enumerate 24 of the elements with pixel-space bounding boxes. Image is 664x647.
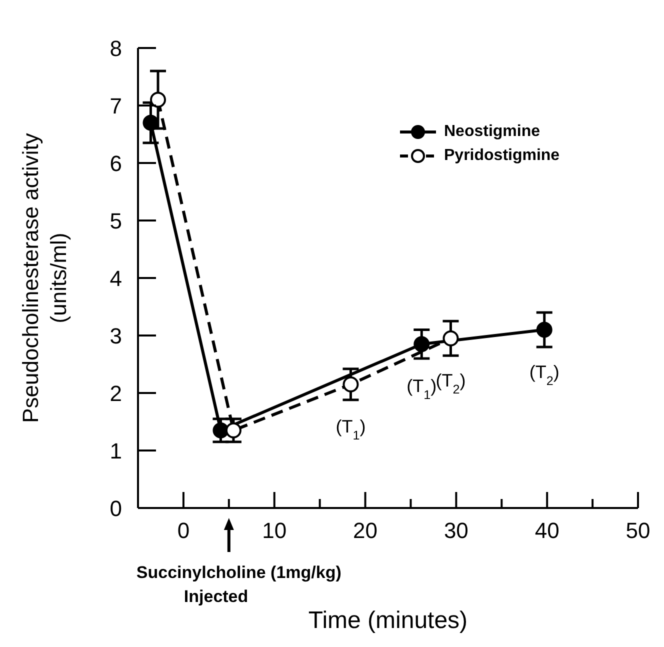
legend-label: Neostigmine [444, 123, 540, 141]
x-tick-label: 10 [262, 518, 287, 543]
annotation: (T$_{1}$) [406, 376, 437, 402]
y-tick-label: 6 [110, 151, 122, 176]
x-axis-title: Time (minutes) [308, 607, 468, 634]
annotation: (T$_{1}$) [336, 416, 366, 442]
x-tick-label: 40 [534, 518, 560, 543]
y-tick-label: 3 [110, 324, 122, 348]
x-tick-label: 0 [177, 518, 190, 543]
x-tick-label: 30 [444, 518, 468, 543]
y-axis-title: Pseudocholinesterase activity (units/ml) [18, 133, 71, 423]
y-tick-label: 8 [110, 36, 122, 61]
x-tick-label: 20 [353, 518, 378, 543]
text: Succinylcholine (1mg/kg) Injected [136, 563, 342, 606]
y-tick-label: 1 [110, 438, 122, 464]
x-tick-label: 50 [626, 518, 650, 543]
y-tick-label: 2 [110, 381, 122, 406]
annotation: (T$_{2}$) [529, 362, 560, 388]
y-tick-label: 4 [110, 266, 122, 291]
y-tick-label: 5 [110, 208, 122, 234]
y-tick-label: 0 [110, 496, 122, 521]
annotation: (T$_{2}$) [436, 370, 466, 396]
legend-label: Pyridostigmine [444, 147, 560, 165]
y-tick-label: 7 [110, 94, 122, 118]
